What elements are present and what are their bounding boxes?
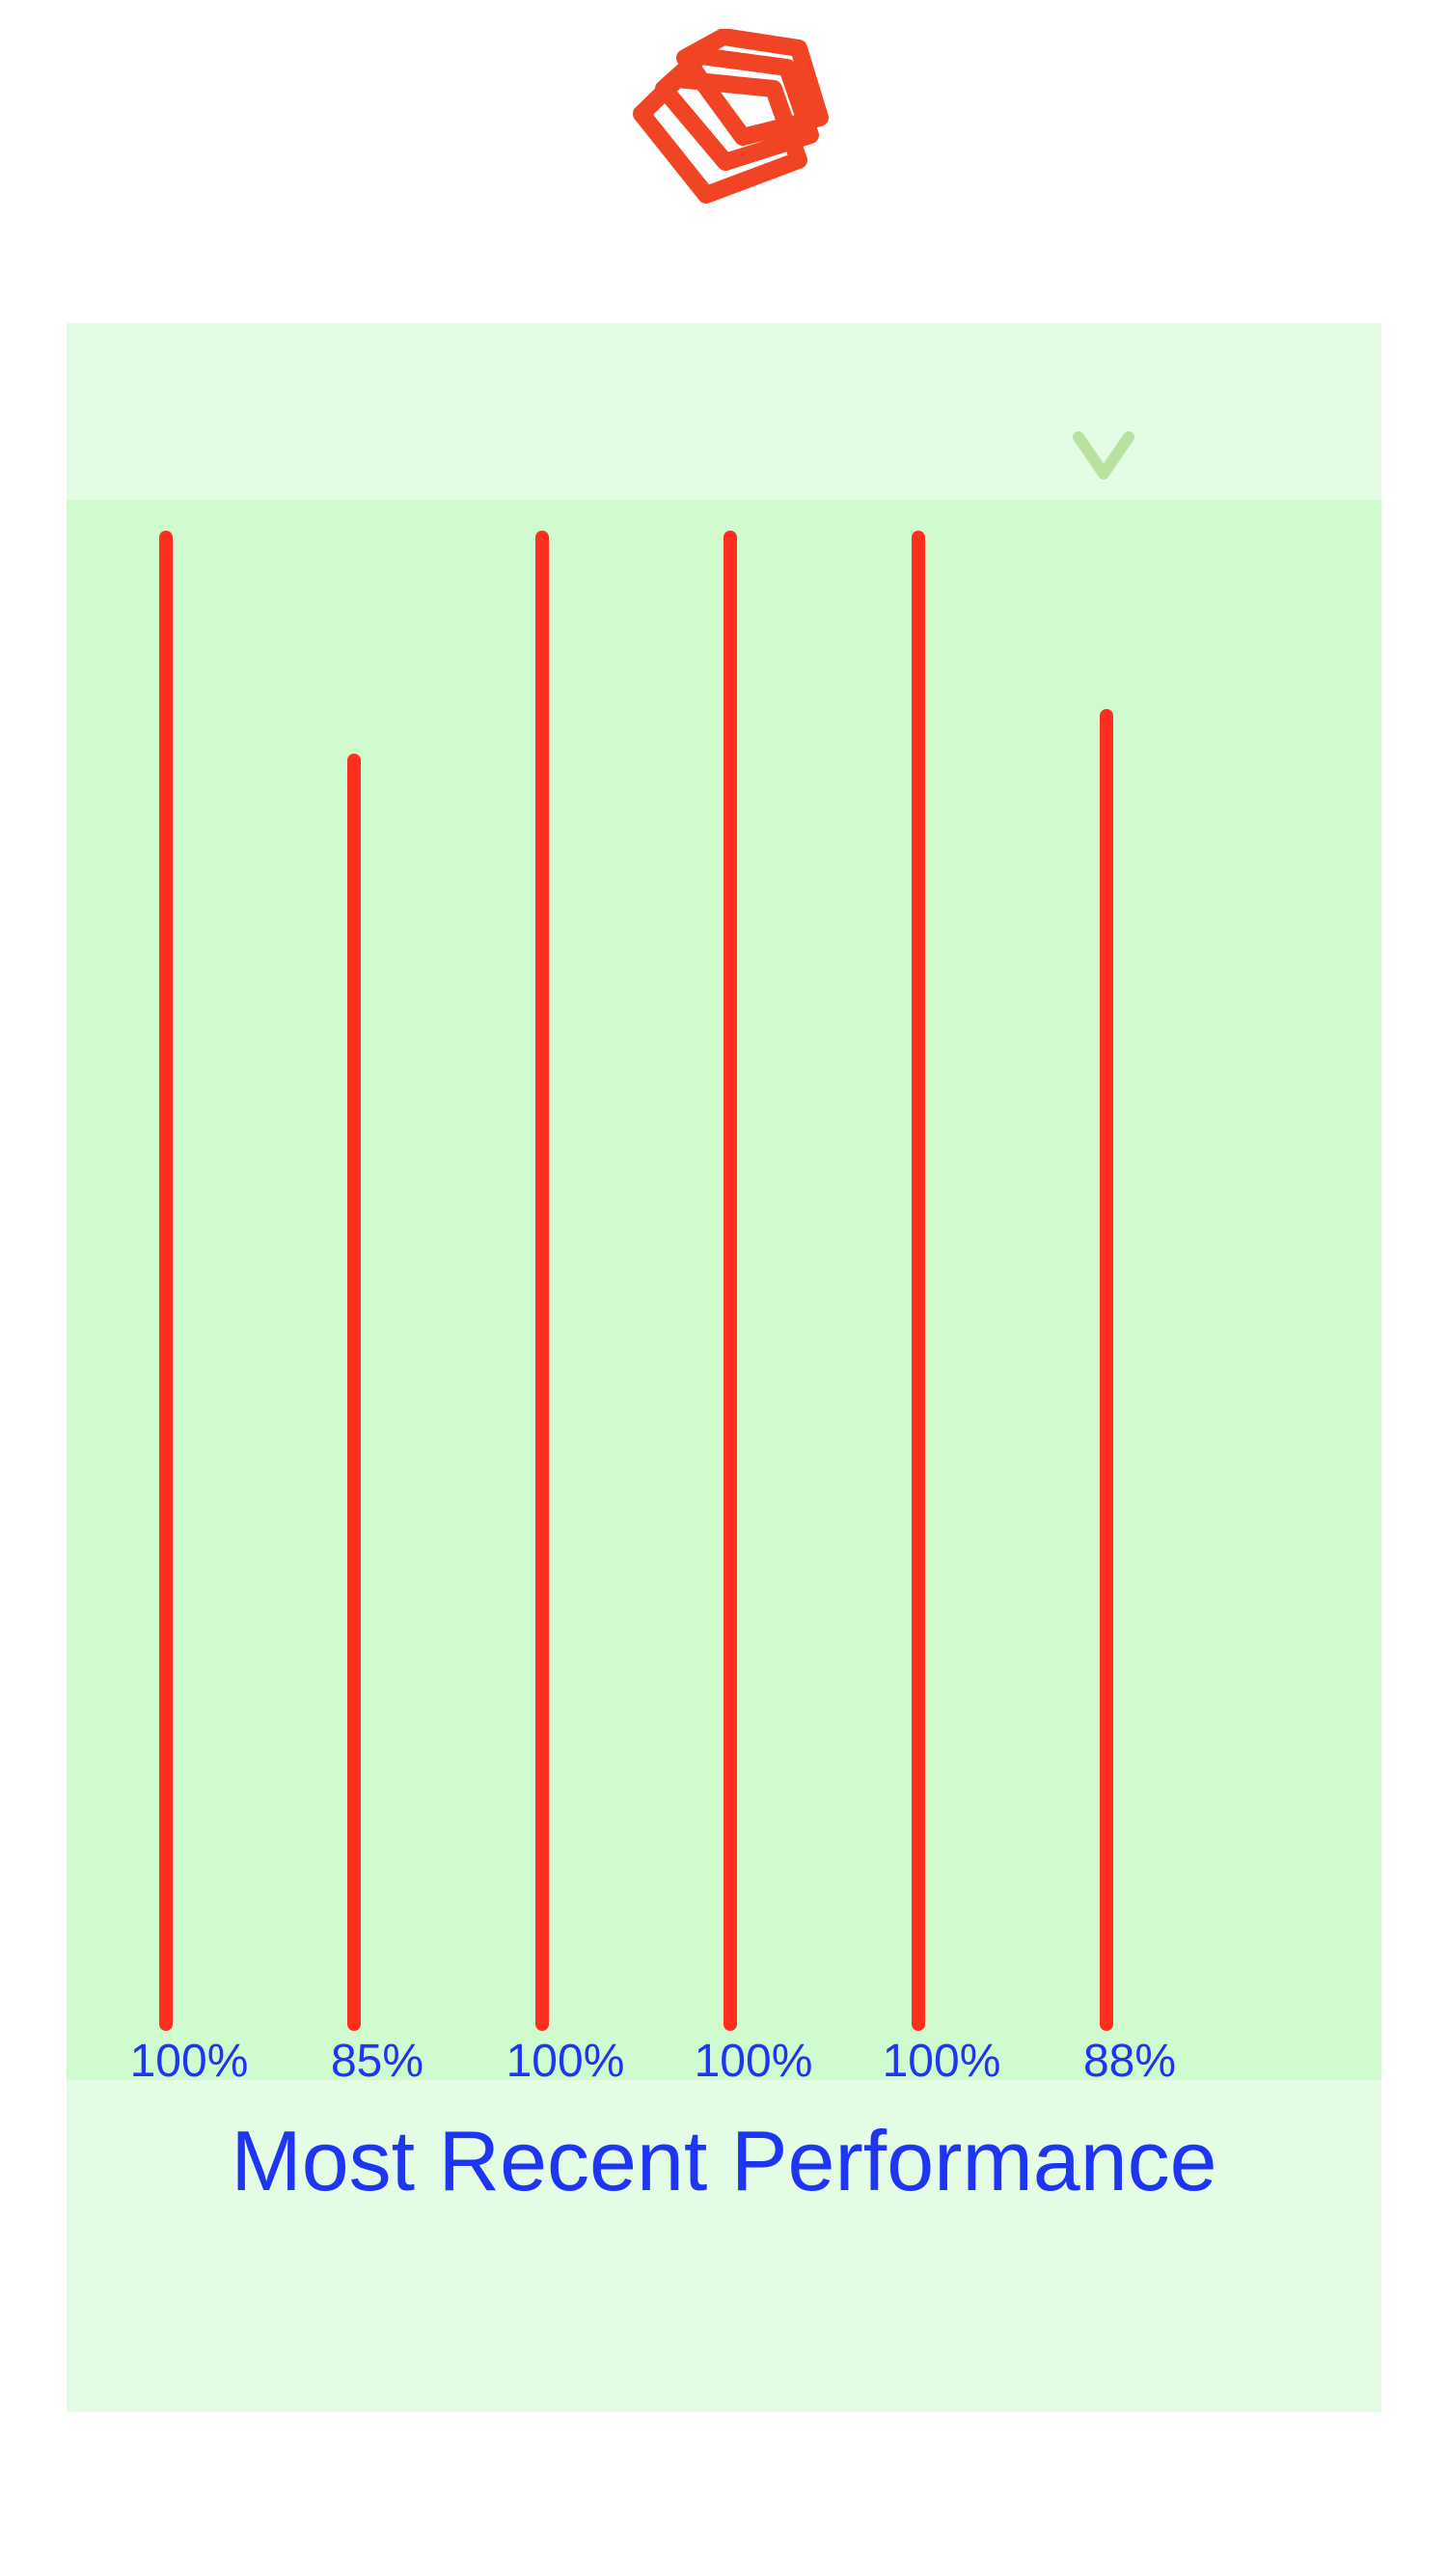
bar-label-6: 88%: [1083, 2036, 1176, 2087]
stacked-layers-icon: [633, 29, 829, 204]
bar-label-5: 100%: [883, 2036, 1001, 2087]
chart-title: Most Recent Performance: [231, 2113, 1217, 2208]
chevron-down-icon[interactable]: [1073, 429, 1134, 483]
bar-label-4: 100%: [695, 2036, 813, 2087]
bar-label-3: 100%: [506, 2036, 625, 2087]
bar-label-1: 100%: [130, 2036, 249, 2087]
bar-label-2: 85%: [331, 2036, 423, 2087]
